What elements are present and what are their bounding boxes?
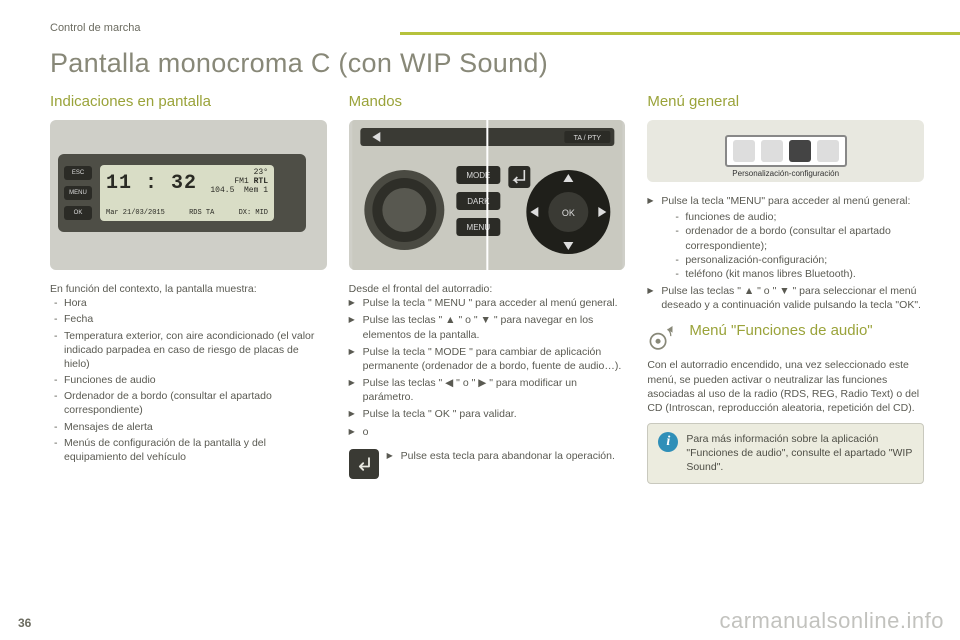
audio-functions-icon [647, 322, 681, 352]
info-box: i Para más información sobre la aplicaci… [647, 423, 924, 484]
page-title: Pantalla monocroma C (con WIP Sound) [50, 48, 924, 79]
column-menu-general: Menú general Personalización-configuraci… [647, 93, 924, 484]
list-item: ordenador de a bordo (consultar el apart… [675, 224, 924, 252]
display-btn-menu: MENU [64, 186, 92, 200]
col3-list: Pulse la tecla "MENU" para acceder al me… [647, 194, 924, 312]
column-indicaciones: Indicaciones en pantalla ESC MENU OK 11 … [50, 93, 327, 484]
info-text: Para más información sobre la aplicación… [686, 432, 913, 475]
display-lcd: 11 : 32 23° FM1 RTL 104.5 Mem 1 Mar 21/0… [100, 165, 274, 221]
display-mode: DX: MID [239, 209, 268, 217]
display-rds: RDS TA [189, 209, 214, 217]
list-item-text: Pulse la tecla "MENU" para acceder al me… [661, 195, 910, 207]
display-fm1: FM1 [234, 177, 248, 186]
figure-controls: TA / PTY MODE DARK MENU [349, 120, 626, 270]
display-btn-ok: OK [64, 206, 92, 220]
back-icon [349, 449, 379, 479]
list-item: personalización-configuración; [675, 253, 924, 267]
col3-subbody: Con el autorradio encendido, una vez sel… [647, 358, 924, 415]
list-item: Temperatura exterior, con aire acondicio… [50, 329, 327, 372]
info-icon: i [658, 432, 678, 452]
back-text: Pulse esta tecla para abandonar la opera… [387, 449, 626, 463]
col2-list: Pulse la tecla " MENU " para acceder al … [349, 296, 626, 439]
controls-ta-label: TA / PTY [573, 135, 601, 142]
page-number: 36 [18, 616, 31, 630]
display-station: RTL [254, 177, 268, 186]
col2-intro: Desde el frontal del autorradio: [349, 282, 626, 296]
col2-heading: Mandos [349, 93, 626, 110]
display-freq: 104.5 [210, 186, 234, 195]
controls-ok-label: OK [562, 208, 575, 218]
col1-list: Hora Fecha Temperatura exterior, con air… [50, 296, 327, 464]
list-item: Pulse las teclas " ▲ " o " ▼ " para sele… [647, 284, 924, 312]
list-item: o [349, 425, 626, 439]
column-mandos: Mandos TA / PTY MODE D [349, 93, 626, 484]
list-item: Fecha [50, 312, 327, 326]
list-item: Pulse la tecla " MODE " para cambiar de … [349, 345, 626, 373]
figure-display: ESC MENU OK 11 : 32 23° FM1 RTL 104.5 [50, 120, 327, 270]
list-item: Pulse las teclas " ◀ " o " ▶ " para modi… [349, 376, 626, 404]
menu-icon [817, 140, 839, 162]
menu-label: Personalización-configuración [732, 169, 839, 178]
list-item: Mensajes de alerta [50, 420, 327, 434]
display-time: 11 : 32 [106, 172, 197, 195]
list-item: Ordenador de a bordo (consultar el apart… [50, 389, 327, 417]
list-item: Funciones de audio [50, 373, 327, 387]
display-date: Mar 21/03/2015 [106, 209, 165, 217]
accent-bar [400, 32, 960, 35]
col1-heading: Indicaciones en pantalla [50, 93, 327, 110]
col3-heading: Menú general [647, 93, 924, 110]
list-item: teléfono (kit manos libres Bluetooth). [675, 267, 924, 281]
display-mem: Mem 1 [244, 186, 268, 195]
col1-intro: En función del contexto, la pantalla mue… [50, 282, 327, 296]
menu-icon [761, 140, 783, 162]
watermark: carmanualsonline.info [719, 608, 944, 634]
menu-icon-selected [789, 140, 811, 162]
list-item: Pulse la tecla " MENU " para acceder al … [349, 296, 626, 310]
list-item: Pulse la tecla "MENU" para acceder al me… [647, 194, 924, 281]
list-item: Pulse las teclas " ▲ " o " ▼ " para nave… [349, 313, 626, 341]
list-item: funciones de audio; [675, 210, 924, 224]
display-temp: 23° [254, 168, 268, 177]
list-item: Menús de configuración de la pantalla y … [50, 436, 327, 464]
list-item: Hora [50, 296, 327, 310]
display-btn-esc: ESC [64, 166, 92, 180]
figure-menu-icons: Personalización-configuración [647, 120, 924, 182]
col3-subheading: Menú "Funciones de audio" [689, 322, 872, 339]
list-item: Pulse la tecla " OK " para validar. [349, 407, 626, 421]
menu-icon [733, 140, 755, 162]
